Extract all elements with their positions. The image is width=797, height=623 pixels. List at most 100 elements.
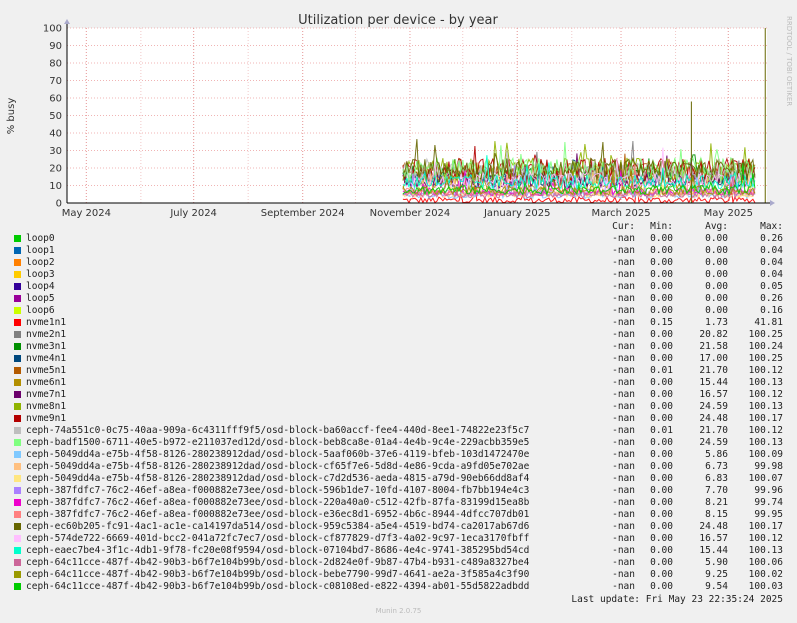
legend-avg: 7.70 — [705, 485, 728, 496]
legend-name: nvme9n1 — [26, 413, 67, 424]
legend-row: ceph-64c11cce-487f-4b42-90b3-b6f7e104b99… — [8, 557, 793, 569]
legend-swatch — [14, 451, 21, 458]
legend-name: ceph-574de722-6669-401d-bcc2-041a72fc7ec… — [26, 533, 530, 544]
legend-swatch — [14, 571, 21, 578]
legend-swatch — [14, 235, 21, 242]
legend-min: 0.00 — [650, 401, 673, 412]
legend-cur: -nan — [612, 233, 635, 244]
x-tick-label: May 2024 — [62, 208, 111, 219]
legend-max: 0.26 — [760, 233, 783, 244]
legend-min: 0.00 — [650, 257, 673, 268]
legend-min: 0.00 — [650, 233, 673, 244]
y-tick-label: 60 — [49, 94, 62, 105]
y-tick-label: 80 — [49, 59, 62, 70]
legend-cur: -nan — [612, 281, 635, 292]
legend: Cur: Min: Avg: Max: loop0 -nan 0.00 0.00 0.2… — [8, 221, 793, 593]
legend-max: 100.24 — [748, 341, 783, 352]
legend-max: 100.17 — [748, 521, 783, 532]
legend-max: 99.96 — [754, 485, 783, 496]
legend-max: 100.09 — [748, 449, 783, 460]
legend-cur: -nan — [612, 557, 635, 568]
y-tick-label: 40 — [49, 129, 62, 140]
legend-cur: -nan — [612, 365, 635, 376]
legend-avg: 17.00 — [699, 353, 728, 364]
x-tick-label: March 2025 — [591, 208, 650, 219]
legend-max: 100.12 — [748, 389, 783, 400]
legend-cur: -nan — [612, 401, 635, 412]
legend-name: ceph-badf1500-6711-40e5-b972-e211037ed12… — [26, 437, 530, 448]
legend-avg: 24.48 — [699, 413, 728, 424]
legend-max: 100.17 — [748, 413, 783, 424]
legend-min: 0.00 — [650, 377, 673, 388]
chart: Utilization per device - by year % busy … — [6, 13, 793, 219]
legend-name: ceph-ec60b205-fc91-4ac1-ac1e-ca14197da51… — [26, 521, 530, 532]
legend-name: ceph-64c11cce-487f-4b42-90b3-b6f7e104b99… — [26, 581, 530, 592]
legend-max: 100.07 — [748, 473, 783, 484]
legend-swatch — [14, 511, 21, 518]
legend-name: nvme5n1 — [26, 365, 67, 376]
legend-cur: -nan — [612, 449, 635, 460]
legend-avg: 16.57 — [699, 533, 728, 544]
legend-cur: -nan — [612, 473, 635, 484]
legend-avg: 6.83 — [705, 473, 728, 484]
legend-cur: -nan — [612, 257, 635, 268]
legend-cur: -nan — [612, 437, 635, 448]
legend-name: ceph-387fdfc7-76c2-46ef-a8ea-f000882e73e… — [26, 509, 530, 520]
legend-row: ceph-5049dd4a-e75b-4f58-8126-280238912da… — [8, 461, 793, 473]
legend-avg: 21.70 — [699, 365, 728, 376]
legend-max: 99.95 — [754, 509, 783, 520]
legend-row: ceph-74a551c0-0c75-40aa-909a-6c4311fff9f… — [8, 425, 793, 437]
legend-max: 100.13 — [748, 401, 783, 412]
legend-min: 0.00 — [650, 521, 673, 532]
legend-avg: 0.00 — [705, 257, 728, 268]
grid — [67, 27, 767, 203]
legend-max: 99.74 — [754, 497, 783, 508]
last-update: Last update: Fri May 23 22:35:24 2025 — [571, 594, 783, 605]
legend-max: 100.25 — [748, 329, 783, 340]
legend-name: nvme4n1 — [26, 353, 67, 364]
x-tick-label: September 2024 — [261, 208, 345, 219]
legend-name: ceph-5049dd4a-e75b-4f58-8126-280238912da… — [26, 449, 530, 460]
legend-row: ceph-387fdfc7-76c2-46ef-a8ea-f000882e73e… — [8, 497, 793, 509]
legend-min: 0.00 — [650, 329, 673, 340]
legend-max: 0.26 — [760, 293, 783, 304]
legend-name: nvme6n1 — [26, 377, 67, 388]
legend-name: ceph-eaec7be4-3f1c-4db1-9f78-fc20e08f959… — [26, 545, 530, 556]
legend-swatch — [14, 391, 21, 398]
x-tick-label: January 2025 — [483, 208, 551, 219]
legend-min: 0.00 — [650, 545, 673, 556]
legend-name: loop6 — [26, 305, 55, 316]
legend-row: loop0 -nan 0.00 0.00 0.26 — [8, 233, 793, 245]
legend-swatch — [14, 403, 21, 410]
legend-max: 100.13 — [748, 437, 783, 448]
legend-name: loop4 — [26, 281, 55, 292]
legend-swatch — [14, 319, 21, 326]
y-tick-label: 10 — [49, 181, 62, 192]
legend-avg: 24.59 — [699, 401, 728, 412]
legend-min: 0.00 — [650, 473, 673, 484]
legend-row: ceph-ec60b205-fc91-4ac1-ac1e-ca14197da51… — [8, 521, 793, 533]
legend-name: loop5 — [26, 293, 55, 304]
legend-min: 0.00 — [650, 449, 673, 460]
legend-min: 0.00 — [650, 353, 673, 364]
y-tick-label: 0 — [56, 199, 62, 210]
x-tick-label: July 2024 — [169, 208, 217, 219]
legend-swatch — [14, 415, 21, 422]
legend-max: 99.98 — [754, 461, 783, 472]
series-line-ceph-64c11cce-487f-4b42-90b3-b6f7e104b99b/osd-block-c08108ed-e822-4394-ab01-55d5822adbdd — [402, 162, 756, 197]
legend-swatch — [14, 247, 21, 254]
x-ticks: May 2024 July 2024 September 2024 November … — [62, 208, 753, 219]
legend-row: ceph-387fdfc7-76c2-46ef-a8ea-f000882e73e… — [8, 485, 793, 497]
legend-row: ceph-eaec7be4-3f1c-4db1-9f78-fc20e08f959… — [8, 545, 793, 557]
legend-name: loop0 — [26, 233, 55, 244]
legend-name: nvme8n1 — [26, 401, 67, 412]
legend-min: 0.00 — [650, 305, 673, 316]
legend-avg: 1.73 — [705, 317, 728, 328]
x-axis-arrow — [770, 200, 775, 206]
legend-header-cur: Cur: — [612, 221, 635, 232]
legend-swatch — [14, 475, 21, 482]
legend-min: 0.00 — [650, 497, 673, 508]
legend-min: 0.00 — [650, 341, 673, 352]
legend-name: nvme7n1 — [26, 389, 67, 400]
legend-avg: 5.86 — [705, 449, 728, 460]
